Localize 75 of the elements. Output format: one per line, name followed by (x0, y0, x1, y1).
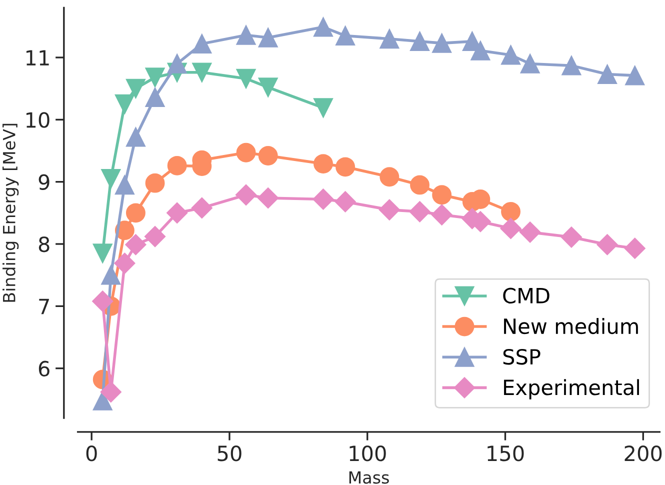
point (166, 202, 188, 224)
point (410, 32, 430, 52)
point (145, 68, 165, 88)
point (336, 157, 356, 177)
point (312, 188, 334, 210)
point (126, 127, 146, 147)
point (520, 54, 540, 74)
point (236, 25, 256, 45)
point (598, 64, 618, 84)
x-tick-label: 0 (86, 446, 97, 462)
point (192, 34, 212, 54)
point (125, 234, 146, 256)
point (144, 226, 166, 248)
point (101, 169, 121, 188)
point (432, 33, 452, 53)
point (501, 45, 520, 65)
x-tick-label: 100 (350, 446, 386, 462)
point (101, 265, 121, 285)
legend-label: SSP (503, 348, 540, 365)
point (191, 197, 212, 218)
legend-label: Experimental (504, 379, 639, 400)
point (336, 26, 356, 46)
point (167, 156, 187, 176)
y-tick-label: 7 (39, 298, 49, 314)
point (126, 78, 146, 98)
point (431, 204, 452, 226)
point (500, 218, 522, 239)
point (258, 146, 278, 166)
point (236, 142, 256, 162)
point (409, 201, 430, 222)
point (92, 244, 112, 264)
x-tick-label: 200 (624, 446, 662, 462)
point (624, 238, 646, 259)
point (192, 62, 212, 82)
legend-label: New medium (504, 318, 638, 334)
y-tick-label: 8 (38, 236, 50, 252)
point (410, 175, 430, 195)
legend-label: CMD (503, 288, 550, 304)
point (314, 154, 333, 174)
point (236, 184, 257, 206)
point (145, 88, 165, 108)
point (114, 252, 136, 274)
point (596, 234, 618, 256)
point (92, 290, 114, 312)
point (167, 54, 187, 74)
x-tick-label: 50 (218, 446, 242, 462)
point (432, 185, 452, 205)
point (314, 17, 333, 37)
point (501, 202, 520, 222)
y-axis-title: Binding Energy [MeV] (2, 124, 19, 302)
point (258, 78, 278, 98)
x-axis-title: Mass (349, 471, 389, 484)
point (145, 173, 165, 193)
point (258, 28, 278, 48)
point (380, 29, 400, 49)
point (126, 203, 146, 223)
y-tick-label: 6 (38, 360, 50, 377)
point (625, 66, 645, 86)
y-tick-label: 10 (26, 112, 50, 128)
y-tick-label: 11 (26, 50, 49, 66)
point (258, 187, 279, 209)
point (380, 167, 400, 187)
x-tick-label: 150 (488, 446, 524, 462)
point (520, 222, 541, 243)
point (314, 98, 333, 118)
point (334, 191, 356, 212)
point (378, 199, 400, 220)
point (100, 381, 122, 402)
point (562, 56, 582, 76)
point (560, 226, 582, 248)
point (236, 68, 256, 88)
point (470, 40, 490, 60)
y-tick-label: 9 (38, 174, 50, 190)
point (114, 94, 134, 114)
point (114, 175, 134, 195)
